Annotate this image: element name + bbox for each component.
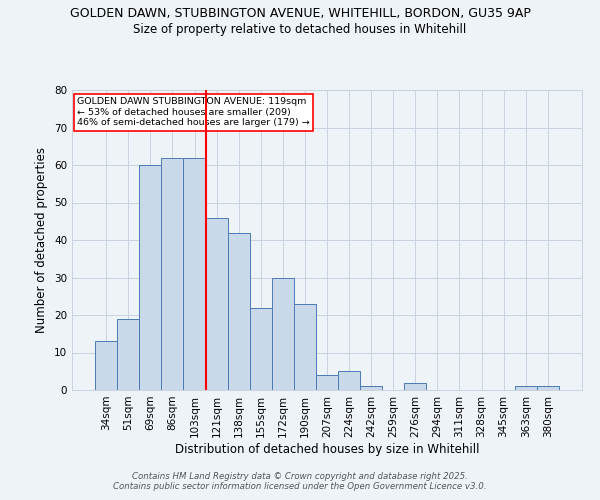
Bar (117, 319, 139, 390)
Bar (360, 386, 382, 390)
Text: Contains public sector information licensed under the Open Government Licence v3: Contains public sector information licen… (113, 482, 487, 491)
Bar (294, 304, 316, 390)
Bar (227, 232, 250, 390)
Bar (537, 386, 559, 390)
Bar (95, 341, 117, 390)
Y-axis label: Number of detached properties: Number of detached properties (35, 147, 49, 333)
Bar (316, 375, 338, 390)
Bar (338, 371, 360, 390)
Bar (250, 308, 272, 390)
Text: GOLDEN DAWN, STUBBINGTON AVENUE, WHITEHILL, BORDON, GU35 9AP: GOLDEN DAWN, STUBBINGTON AVENUE, WHITEHI… (70, 8, 530, 20)
Bar (139, 165, 161, 390)
Bar (515, 386, 537, 390)
Bar (272, 278, 294, 390)
Bar (404, 382, 427, 390)
Bar (161, 158, 184, 390)
Bar (184, 158, 206, 390)
Bar (206, 218, 227, 390)
X-axis label: Distribution of detached houses by size in Whitehill: Distribution of detached houses by size … (175, 442, 479, 456)
Text: Size of property relative to detached houses in Whitehill: Size of property relative to detached ho… (133, 22, 467, 36)
Text: Contains HM Land Registry data © Crown copyright and database right 2025.: Contains HM Land Registry data © Crown c… (132, 472, 468, 481)
Text: GOLDEN DAWN STUBBINGTON AVENUE: 119sqm
← 53% of detached houses are smaller (209: GOLDEN DAWN STUBBINGTON AVENUE: 119sqm ←… (77, 98, 310, 128)
